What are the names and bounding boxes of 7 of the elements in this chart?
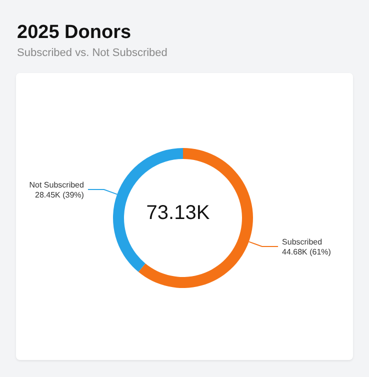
chart-title: 2025 Donors xyxy=(17,22,132,44)
slice-label: Not Subscribed xyxy=(29,180,84,190)
text: 73.13K xyxy=(146,202,210,224)
chart-subtitle: Subscribed vs. Not Subscribed xyxy=(17,47,168,59)
data-label: 44.68K (61%) xyxy=(282,247,332,256)
slice-label: Subscribed xyxy=(282,237,322,246)
data-label: 28.45K (39%) xyxy=(35,190,84,200)
